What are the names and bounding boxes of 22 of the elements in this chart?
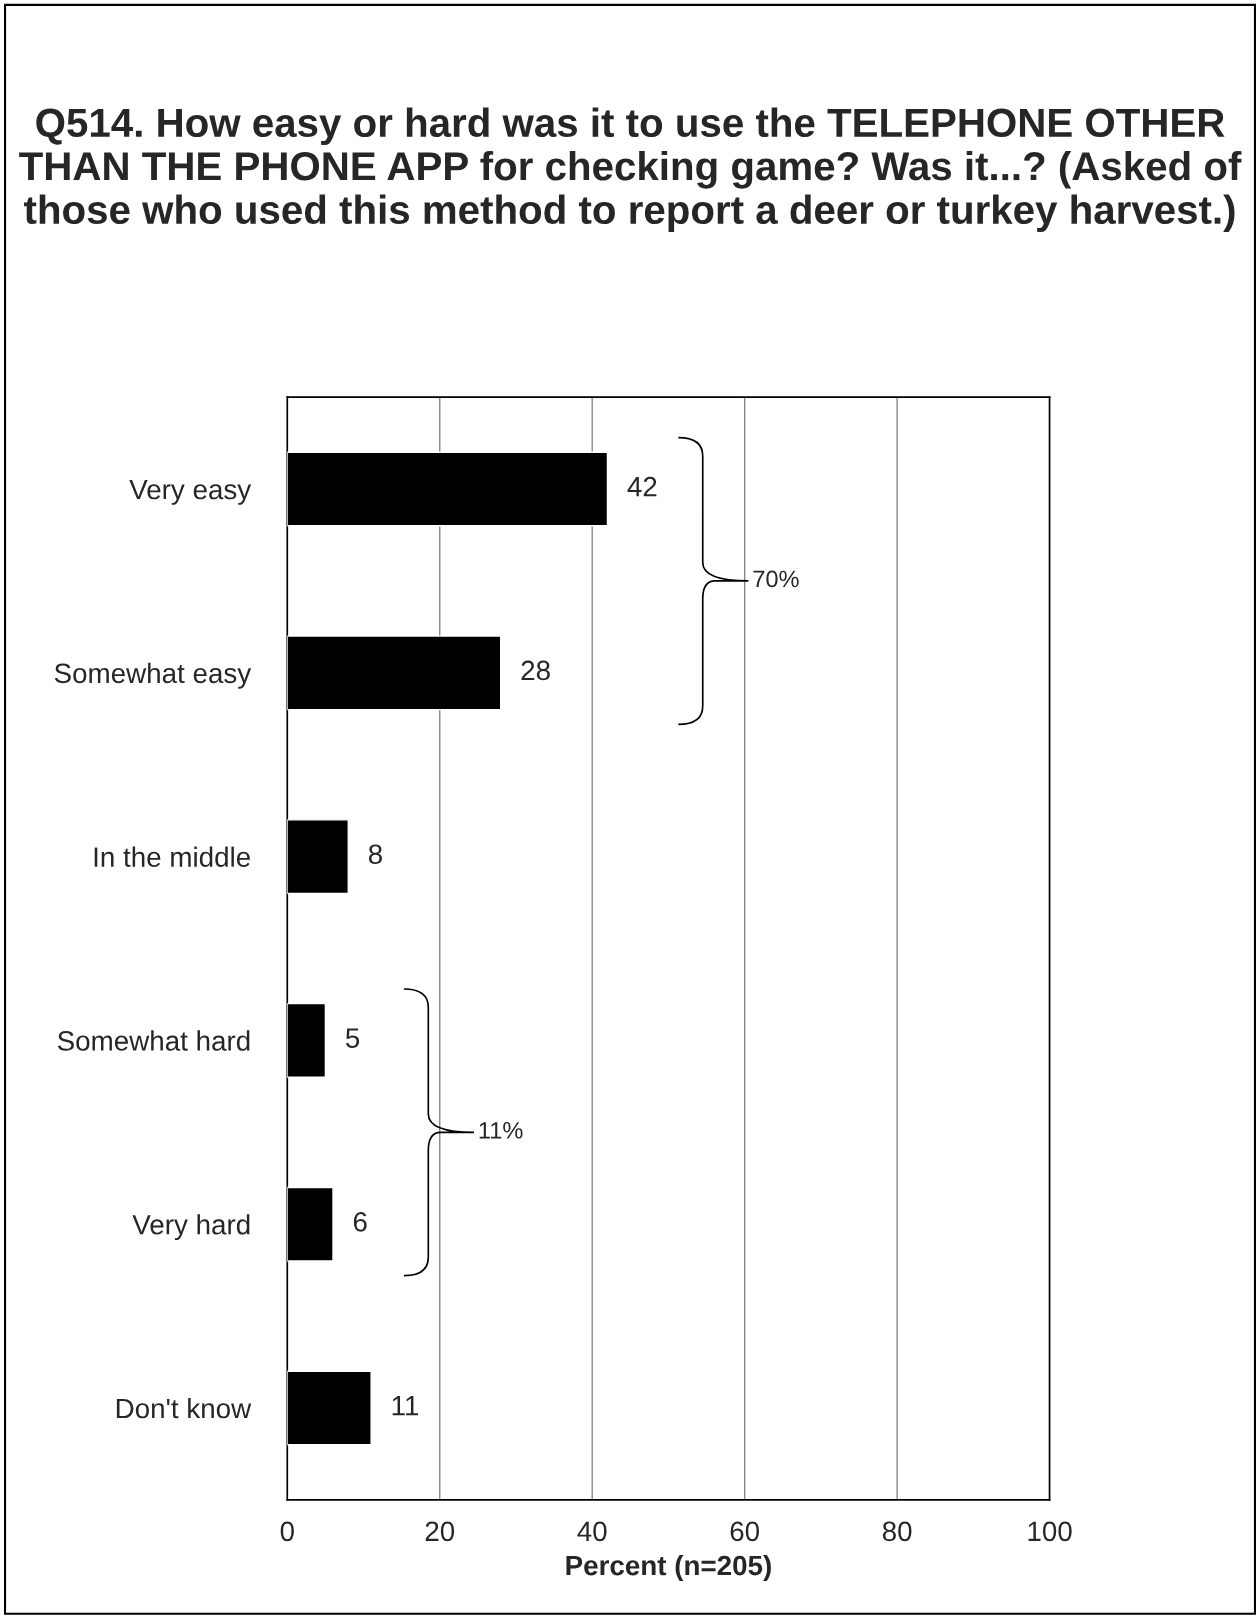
- x-tick-label: 40: [577, 1521, 607, 1542]
- x-tick-label: 20: [425, 1521, 455, 1542]
- x-tick-label: 60: [730, 1521, 760, 1542]
- data-label: 6: [353, 1212, 367, 1232]
- data-label: 28: [521, 660, 550, 681]
- data-label: 42: [627, 476, 657, 497]
- data-label: 11: [392, 1396, 419, 1416]
- y-tick-label: Somewhat easy: [54, 662, 252, 689]
- y-tick-label: Very hard: [132, 1214, 250, 1241]
- chart-title: Q514. How easy or hard was it to use the TELEPHONE OTHER THAN THE PHONE APP for checking game? Was it...? (Asked of those who used this method to report a deer or turkey harvest.): [19, 107, 1242, 233]
- x-tick-label: 100: [1028, 1521, 1072, 1542]
- data-label: 8: [368, 844, 382, 865]
- y-tick-label: Don't know: [116, 1397, 252, 1419]
- y-tick-label: In the middle: [94, 846, 250, 867]
- y-tick-label: Somewhat hard: [57, 1030, 250, 1051]
- x-tick-label: 80: [882, 1521, 912, 1542]
- y-tick-label: Very easy: [129, 479, 252, 505]
- annotation: 11%: [479, 1122, 523, 1139]
- x-axis-title: Percent (n=205): [566, 1554, 771, 1581]
- x-tick-label: 0: [280, 1521, 294, 1542]
- annotation: 70%: [753, 570, 799, 588]
- data-label: 5: [345, 1028, 360, 1048]
